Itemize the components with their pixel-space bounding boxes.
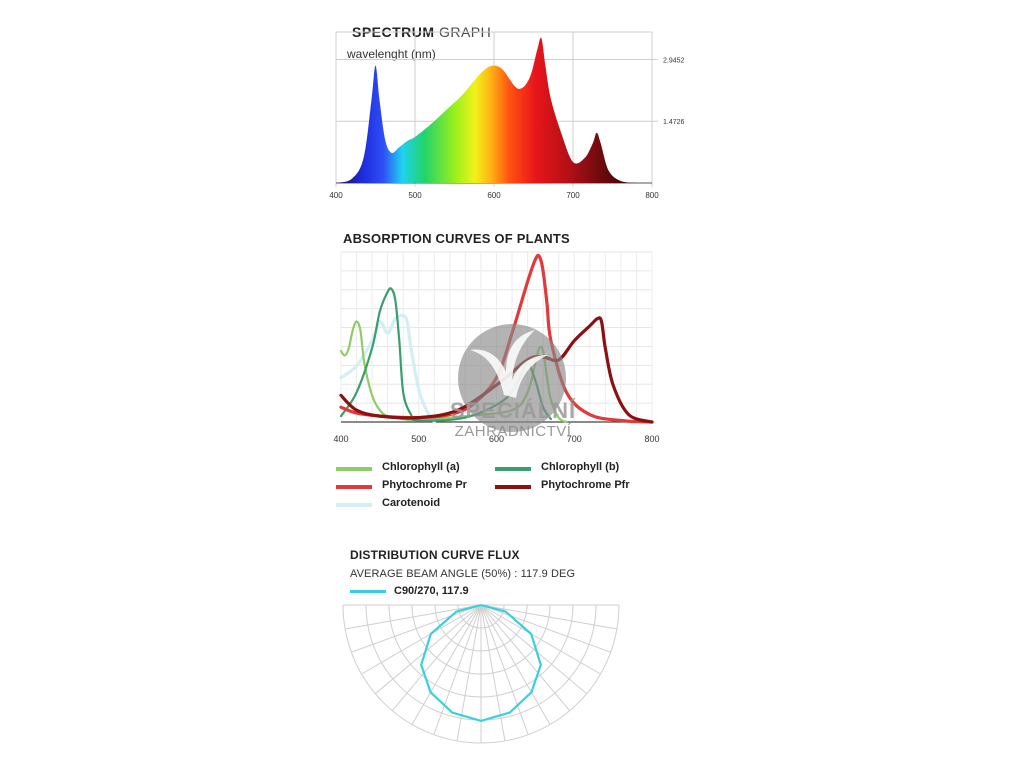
absorption-title: ABSORPTION CURVES OF PLANTS	[343, 231, 570, 246]
polar-radial-line	[480, 604, 571, 712]
legend-swatch	[336, 503, 372, 507]
polar-series-curve	[420, 603, 542, 723]
legend-item-phytochrome-pr: Phytochrome Pr	[336, 479, 486, 495]
legend-swatch	[495, 485, 531, 489]
polar-radial-line	[480, 604, 601, 675]
spectrum-subtitle: wavelenght (nm)	[347, 47, 436, 61]
watermark-leaf-icon	[470, 330, 548, 398]
polar-radial-line	[351, 604, 482, 653]
polar-radial-line	[480, 604, 506, 741]
absorption-series-line	[339, 253, 654, 424]
legend-item-phytochrome-pfr: Phytochrome Pfr	[495, 479, 645, 495]
absorption-x-tick-label: 500	[411, 434, 426, 444]
legend-label: Phytochrome Pr	[382, 479, 467, 491]
legend-item-chlorophyll-a: Chlorophyll (a)	[336, 461, 486, 477]
legend-swatch	[495, 467, 531, 471]
spectrum-x-tick-label: 700	[566, 191, 580, 200]
polar-ring	[411, 604, 551, 675]
absorption-series	[339, 253, 654, 424]
polar-grid	[342, 604, 620, 744]
spectrum-x-tick-label: 800	[645, 191, 659, 200]
legend-label: Carotenoid	[382, 497, 441, 509]
polar-radial-line	[480, 604, 611, 653]
polar-radial-line	[391, 604, 482, 712]
polar-radial-line	[433, 604, 482, 735]
spectrum-y-tick-label: 2.9452	[663, 57, 685, 64]
distribution-legend-swatch	[350, 590, 386, 593]
legend-swatch	[336, 485, 372, 489]
spectrum-y-tick-label: 1.4726	[663, 119, 685, 126]
polar-ring	[365, 604, 597, 721]
distribution-subtitle: AVERAGE BEAM ANGLE (50%) : 117.9 DEG	[350, 568, 576, 580]
polar-ring	[434, 604, 528, 652]
polar-radial-line	[480, 604, 588, 695]
distribution-legend-item: C90/270, 117.9	[350, 585, 550, 601]
polar-ring	[457, 604, 505, 629]
spectrum-y-ticks: 2.9452 1.4726	[663, 57, 685, 126]
absorption-x-tick-label: 800	[644, 434, 659, 444]
polar-radial-line	[480, 604, 617, 630]
spectrum-x-tick-label: 400	[329, 191, 343, 200]
spectrum-title: SPECTRUM GRAPH	[352, 24, 492, 40]
polar-ring	[388, 604, 574, 698]
polar-ring	[342, 604, 620, 744]
spectrum-x-tick-label: 500	[408, 191, 422, 200]
spectrum-x-tick-label: 600	[487, 191, 501, 200]
distribution-title: DISTRIBUTION CURVE FLUX	[350, 548, 520, 562]
polar-radial-line	[480, 604, 529, 735]
watermark-line2: ZAHRADNICTVÍ	[454, 423, 572, 440]
distribution-legend-label: C90/270, 117.9	[394, 585, 469, 597]
legend-label: Chlorophyll (a)	[382, 461, 460, 473]
polar-radial-line	[361, 604, 482, 675]
watermark-line1: SPECIÁLNÍ	[449, 398, 577, 423]
polar-radial-line	[411, 604, 482, 725]
legend-item-carotenoid: Carotenoid	[336, 497, 486, 513]
absorption-series-line	[339, 313, 436, 424]
absorption-x-tick-label: 400	[333, 434, 348, 444]
polar-radial-line	[374, 604, 482, 695]
absorption-grid	[340, 251, 653, 423]
polar-radial-line	[456, 604, 482, 741]
legend-label: Chlorophyll (b)	[541, 461, 620, 473]
spectrum-x-ticks: 400 500 600 700 800	[329, 191, 659, 200]
legend-item-chlorophyll-b: Chlorophyll (b)	[495, 461, 645, 477]
polar-radial-line	[345, 604, 482, 630]
legend-swatch	[336, 467, 372, 471]
polar-radial-line	[480, 604, 551, 725]
legend-label: Phytochrome Pfr	[541, 479, 630, 491]
